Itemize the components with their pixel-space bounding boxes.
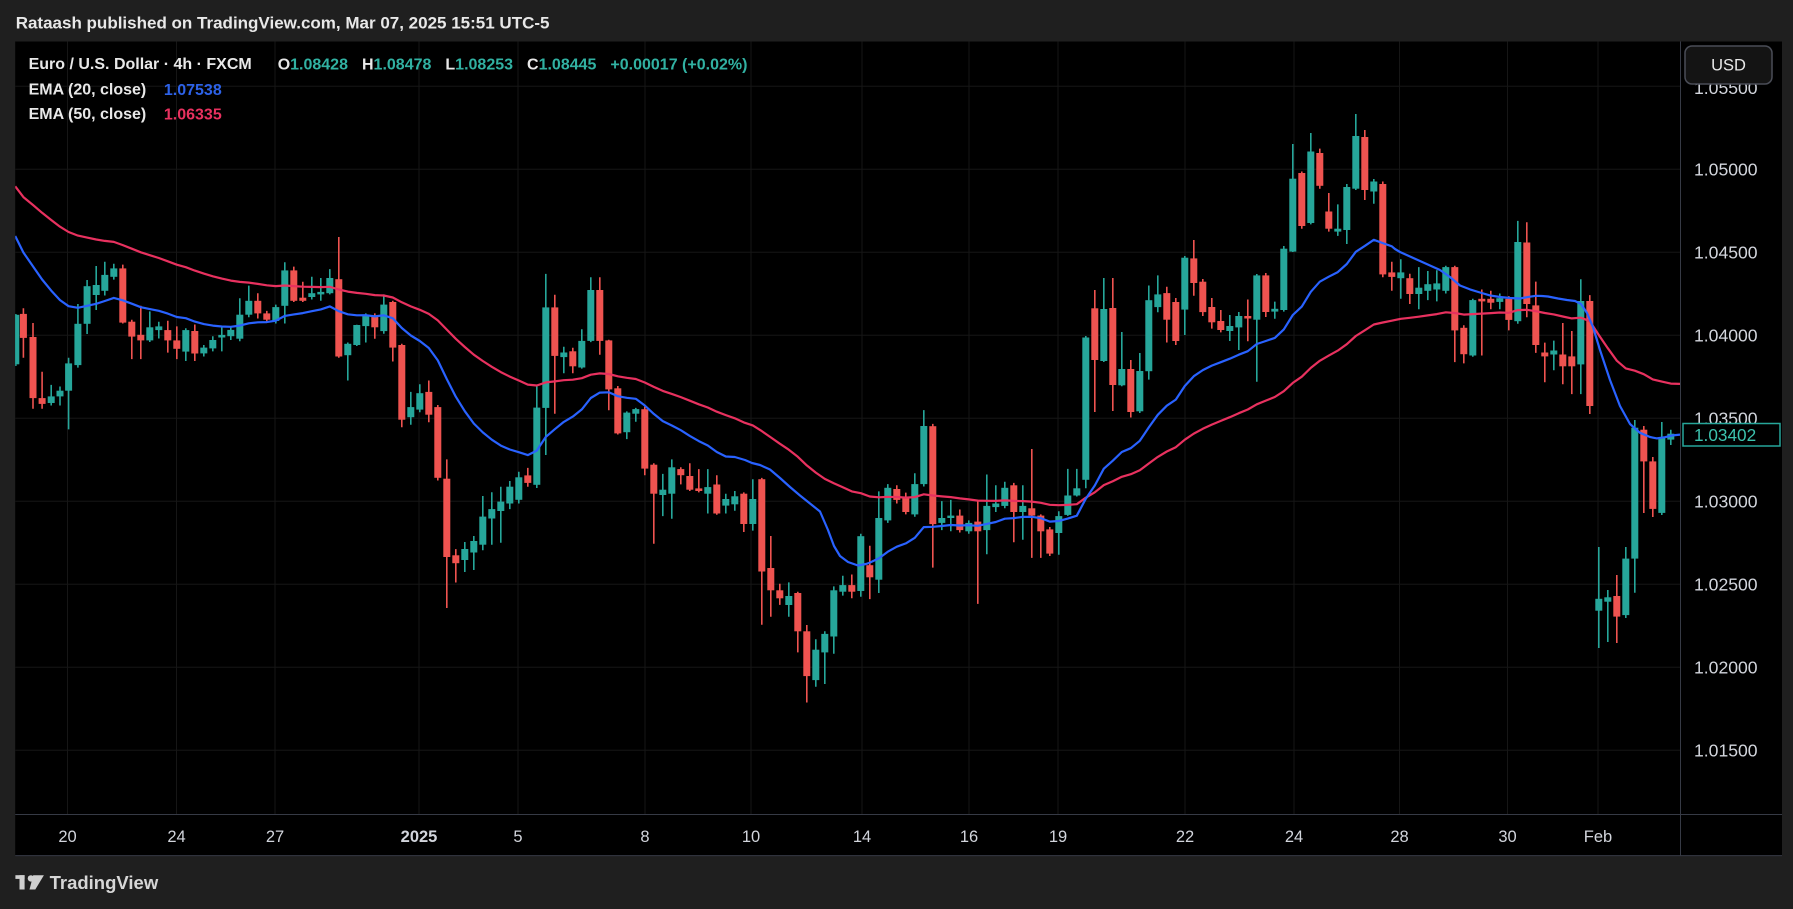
svg-text:24: 24 xyxy=(167,828,185,846)
svg-text:1.04500: 1.04500 xyxy=(1694,242,1758,262)
svg-text:14: 14 xyxy=(853,828,871,846)
svg-text:EMA (20, close)1.07538: EMA (20, close) 1.07538 xyxy=(29,82,222,99)
svg-text:10: 10 xyxy=(742,828,760,846)
svg-text:8: 8 xyxy=(640,828,649,846)
svg-text:27: 27 xyxy=(266,828,284,846)
svg-text:28: 28 xyxy=(1390,828,1408,846)
svg-text:Feb: Feb xyxy=(1584,828,1612,846)
svg-text:Rataash published on TradingVi: Rataash published on TradingView.com, Ma… xyxy=(16,14,550,33)
svg-text:Euro / U.S. Dollar · 4h · FXCM: Euro / U.S. Dollar · 4h · FXCM O1.08428 H1… xyxy=(29,56,748,73)
svg-text:1.03000: 1.03000 xyxy=(1694,491,1758,511)
svg-text:USD: USD xyxy=(1711,57,1746,75)
svg-text:22: 22 xyxy=(1176,828,1194,846)
svg-text:30: 30 xyxy=(1498,828,1516,846)
svg-text:EMA (50, close)1.06335: EMA (50, close) 1.06335 xyxy=(29,106,222,123)
svg-text:24: 24 xyxy=(1285,828,1303,846)
svg-text:16: 16 xyxy=(960,828,978,846)
svg-text:1.05000: 1.05000 xyxy=(1694,159,1758,179)
svg-text:20: 20 xyxy=(58,828,76,846)
svg-text:1.02000: 1.02000 xyxy=(1694,657,1758,677)
svg-text:1.04000: 1.04000 xyxy=(1694,325,1758,345)
svg-text:1.03402: 1.03402 xyxy=(1694,425,1756,445)
svg-text:1.01500: 1.01500 xyxy=(1694,740,1758,760)
svg-text:TradingView: TradingView xyxy=(50,872,159,893)
svg-text:2025: 2025 xyxy=(401,828,438,846)
svg-text:1.02500: 1.02500 xyxy=(1694,574,1758,594)
svg-text:19: 19 xyxy=(1049,828,1067,846)
svg-text:5: 5 xyxy=(513,828,522,846)
